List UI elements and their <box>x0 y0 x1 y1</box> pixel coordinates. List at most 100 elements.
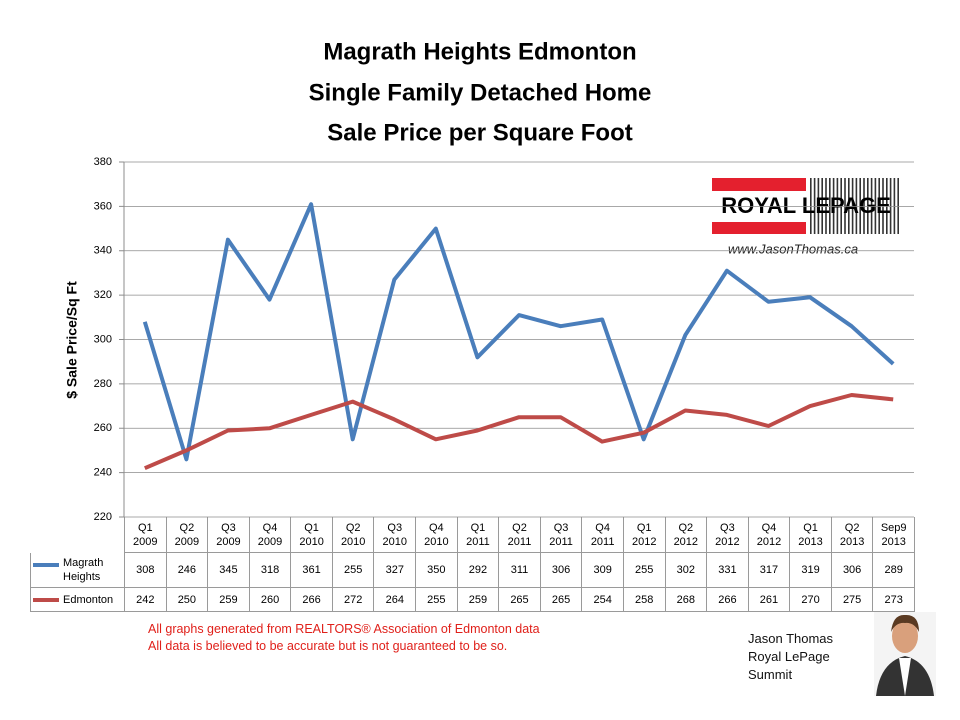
logo-bar <box>712 222 806 234</box>
photo-bg <box>874 612 936 696</box>
table-cell: 266 <box>706 588 748 612</box>
table-cell: 258 <box>622 588 665 612</box>
x-tick-label: Q2 2009 <box>165 517 208 553</box>
barcode-line <box>844 178 846 234</box>
table-cell: 306 <box>830 553 873 588</box>
barcode-line <box>829 178 831 234</box>
chart-title: Magrath Heights Edmonton <box>323 38 636 65</box>
barcode-line <box>848 178 850 234</box>
chart-title: Sale Price per Square Foot <box>327 119 632 146</box>
barcode-line <box>810 178 812 234</box>
agent-photo <box>874 612 936 696</box>
logo-barcode <box>810 178 899 234</box>
x-tick-label: Q2 2010 <box>331 517 374 553</box>
legend-entry: Magrath Heights <box>30 553 124 588</box>
table-edge <box>914 517 915 612</box>
barcode-line <box>821 178 823 234</box>
x-tick-label: Q1 2012 <box>622 517 665 553</box>
table-cell: 261 <box>747 588 790 612</box>
table-cell: 270 <box>789 588 831 612</box>
x-tick-label: Sep9 2013 <box>872 517 914 553</box>
x-tick-label: Q1 2013 <box>789 517 831 553</box>
y-tick-label: 360 <box>94 200 112 212</box>
barcode-line <box>893 178 896 234</box>
barcode-line <box>855 178 858 234</box>
barcode-line <box>886 178 888 234</box>
table-cell: 327 <box>373 553 416 588</box>
table-cell: 268 <box>664 588 707 612</box>
x-tick-label: Q1 2009 <box>124 517 166 553</box>
barcode-line <box>874 178 877 234</box>
table-cell: 306 <box>539 553 582 588</box>
table-cell: 350 <box>415 553 457 588</box>
x-tick-label: Q2 2012 <box>664 517 707 553</box>
barcode-line <box>889 178 892 234</box>
barcode-line <box>813 178 816 234</box>
x-tick-label: Q3 2010 <box>373 517 416 553</box>
x-tick-label: Q3 2012 <box>706 517 748 553</box>
x-tick-label: Q2 2013 <box>830 517 873 553</box>
table-cell: 265 <box>539 588 582 612</box>
table-cell: 272 <box>331 588 374 612</box>
table-cell: 254 <box>581 588 623 612</box>
photo-shirt <box>899 658 911 696</box>
barcode-line <box>897 178 899 234</box>
table-cell: 319 <box>789 553 831 588</box>
table-cell: 255 <box>415 588 457 612</box>
x-tick-label: Q3 2011 <box>539 517 582 553</box>
barcode-line <box>882 178 884 234</box>
table-cell: 292 <box>456 553 499 588</box>
barcode-line <box>825 178 827 234</box>
footnote: All graphs generated from REALTORS® Asso… <box>148 622 540 636</box>
barcode-line <box>836 178 839 234</box>
footnote: All data is believed to be accurate but … <box>148 639 508 653</box>
logo-url: www.JasonThomas.ca <box>728 241 858 256</box>
barcode-line <box>840 178 842 234</box>
table-cell: 308 <box>124 553 166 588</box>
table-cell: 309 <box>581 553 623 588</box>
series-line <box>142 202 895 462</box>
logo: ROYAL LEPAGE www.JasonThomas.ca <box>712 178 899 256</box>
table-cell: 289 <box>872 553 914 588</box>
barcode-line <box>832 178 835 234</box>
x-tick-label: Q4 2010 <box>415 517 457 553</box>
table-cell: 266 <box>290 588 332 612</box>
table-cell: 318 <box>248 553 291 588</box>
legend-entry: Edmonton <box>30 588 124 612</box>
y-tick-label: 380 <box>94 156 112 168</box>
table-cell: 265 <box>498 588 540 612</box>
x-tick-label: Q1 2010 <box>290 517 332 553</box>
table-cell: 302 <box>664 553 707 588</box>
table-cell: 250 <box>165 588 208 612</box>
barcode-line <box>878 178 880 234</box>
table-cell: 317 <box>747 553 790 588</box>
y-tick-label: 220 <box>94 511 112 523</box>
table-cell: 331 <box>706 553 748 588</box>
chart-title: Single Family Detached Home <box>309 79 652 106</box>
barcode-line <box>863 178 865 234</box>
table-cell: 246 <box>165 553 208 588</box>
x-tick-label: Q4 2011 <box>581 517 623 553</box>
y-tick-label: 260 <box>94 422 112 434</box>
x-tick-label: Q1 2011 <box>456 517 499 553</box>
y-tick-label: 300 <box>94 333 112 345</box>
barcode-line <box>817 178 820 234</box>
x-tick-label: Q4 2012 <box>747 517 790 553</box>
table-cell: 242 <box>124 588 166 612</box>
table-cell: 345 <box>207 553 249 588</box>
table-cell: 275 <box>830 588 873 612</box>
table-cell: 273 <box>872 588 914 612</box>
agent-text: Summit <box>748 667 793 682</box>
table-cell: 311 <box>498 553 540 588</box>
agent-text: Jason Thomas <box>748 631 834 646</box>
logo-brand: ROYAL LEPAGE <box>721 193 891 218</box>
barcode-line <box>859 178 861 234</box>
table-cell: 255 <box>331 553 374 588</box>
x-tick-label: Q3 2009 <box>207 517 249 553</box>
x-tick-label: Q4 2009 <box>248 517 291 553</box>
agent-text: Royal LePage <box>748 649 830 664</box>
table-cell: 255 <box>622 553 665 588</box>
logo-bar <box>712 178 806 191</box>
